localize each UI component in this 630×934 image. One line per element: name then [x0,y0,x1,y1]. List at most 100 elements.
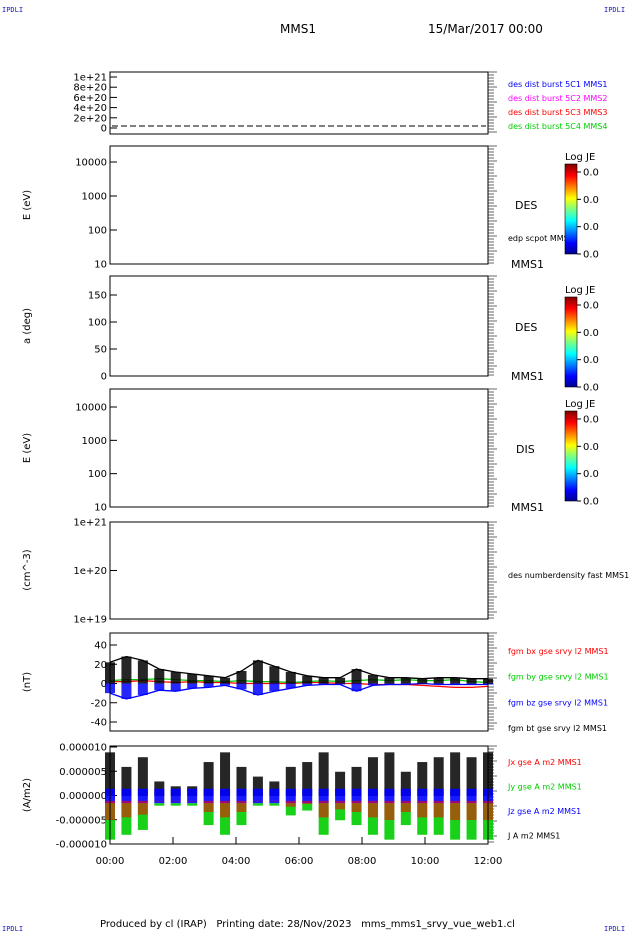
jx-envelope [335,800,346,810]
footer-produced: Produced by cl (IRAP) [100,919,207,930]
y-tick-label: 10 [94,260,107,271]
jx-envelope [450,800,461,821]
jz-envelope [154,788,165,804]
j-envelope [450,752,461,796]
bz-envelope [335,683,346,685]
jx-envelope [137,800,148,815]
bt-envelope [400,677,411,684]
jz-envelope [121,788,132,804]
legend-entry: des dist burst 5C2 MMS2 [508,94,607,103]
bt-envelope [154,669,165,684]
legend-entry: fgm bt gse srvy l2 MMS1 [508,724,607,733]
y-tick-label: 50 [94,345,107,356]
j-envelope [417,762,428,796]
corner-label-bottom-right: IPDLI [604,925,626,933]
jz-envelope [367,788,378,804]
y-tick-label: -20 [91,698,107,709]
jx-envelope [400,800,411,813]
bt-envelope [170,671,181,684]
instrument-label: DIS [516,443,535,456]
bt-envelope [367,674,378,684]
jz-envelope [203,788,214,804]
y-tick-label: 1e+21 [73,73,107,84]
colorbar-title: Log JE [565,152,595,163]
y-tick-label: 10 [94,503,107,514]
bz-envelope [384,683,395,685]
panel-frame-4 [109,388,489,508]
j-envelope [466,757,477,796]
jy-envelope [220,803,231,835]
series-line-bt [109,655,488,680]
jz-envelope [417,788,428,804]
jz-envelope [433,788,444,804]
colorbar [564,410,578,502]
y-tick-label: 150 [88,291,107,302]
y-tick-label: -40 [91,718,107,729]
jz-envelope [318,788,329,804]
jy-envelope [433,803,444,835]
bt-envelope [203,675,214,684]
legend-entry: Jz gse A m2 MMS1 [507,807,581,816]
overlay-label: edp scpot MMS1 [508,234,574,243]
jx-envelope [285,800,296,807]
y-tick-label: 4e+20 [73,103,107,114]
date-title: 15/Mar/2017 00:00 [428,22,543,36]
colorbar-tick-label: 0.0 [583,328,599,339]
bt-envelope [302,675,313,684]
colorbar-tick-label: 0.0 [583,497,599,508]
footer-file: mms_mms1_srvy_vue_web1.cl [361,919,515,930]
bt-envelope [236,670,247,684]
bz-envelope [400,683,411,685]
instrument-label: DES [515,321,537,334]
jy-envelope [400,803,411,826]
bt-envelope [433,677,444,684]
bz-envelope [203,683,214,688]
bz-envelope [466,683,477,685]
spacecraft-label: MMS1 [511,501,544,514]
j-envelope [384,752,395,796]
jx-envelope [203,800,214,813]
y-axis-label: E (eV) [22,190,33,220]
bz-envelope [137,683,148,696]
y-tick-label: 10000 [75,158,107,169]
bz-envelope [170,683,181,692]
y-tick-label: 0.000000 [59,791,107,802]
y-tick-label: 10000 [75,403,107,414]
jx-envelope [367,800,378,818]
jz-envelope [170,788,181,804]
bz-envelope [318,683,329,685]
jz-envelope [302,788,313,804]
legend-entry: des dist burst 5C4 MMS4 [508,122,607,131]
y-tick-label: 1000 [82,192,107,203]
jy-envelope [203,803,214,826]
j-envelope [220,752,231,796]
bt-envelope [220,677,231,684]
bt-envelope [285,671,296,684]
colorbar-tick-label: 0.0 [583,222,599,233]
y-tick-label: 0 [101,679,107,690]
jz-envelope [384,788,395,804]
y-tick-label: 0.000005 [59,767,107,778]
x-tick-label: 06:00 [285,856,314,867]
jz-envelope [252,788,263,804]
jx-envelope [236,800,247,813]
jy-envelope [302,803,313,811]
jy-envelope [269,803,280,806]
legend-entry: des dist burst 5C1 MMS1 [508,80,607,89]
bt-envelope [318,677,329,684]
jx-envelope [121,800,132,818]
y-tick-label: 8e+20 [73,83,107,94]
jy-envelope [285,803,296,816]
bt-envelope [384,677,395,684]
bt-envelope [269,666,280,684]
spacecraft-label: MMS1 [511,370,544,383]
bz-envelope [252,683,263,696]
y-tick-label: 40 [94,641,107,652]
jx-envelope [417,800,428,818]
y-axis-label: E (eV) [22,433,33,463]
y-axis-label: (cm^-3) [22,549,33,590]
jz-envelope [335,788,346,804]
j-envelope [433,757,444,796]
j-envelope [318,752,329,796]
j-envelope [137,757,148,796]
